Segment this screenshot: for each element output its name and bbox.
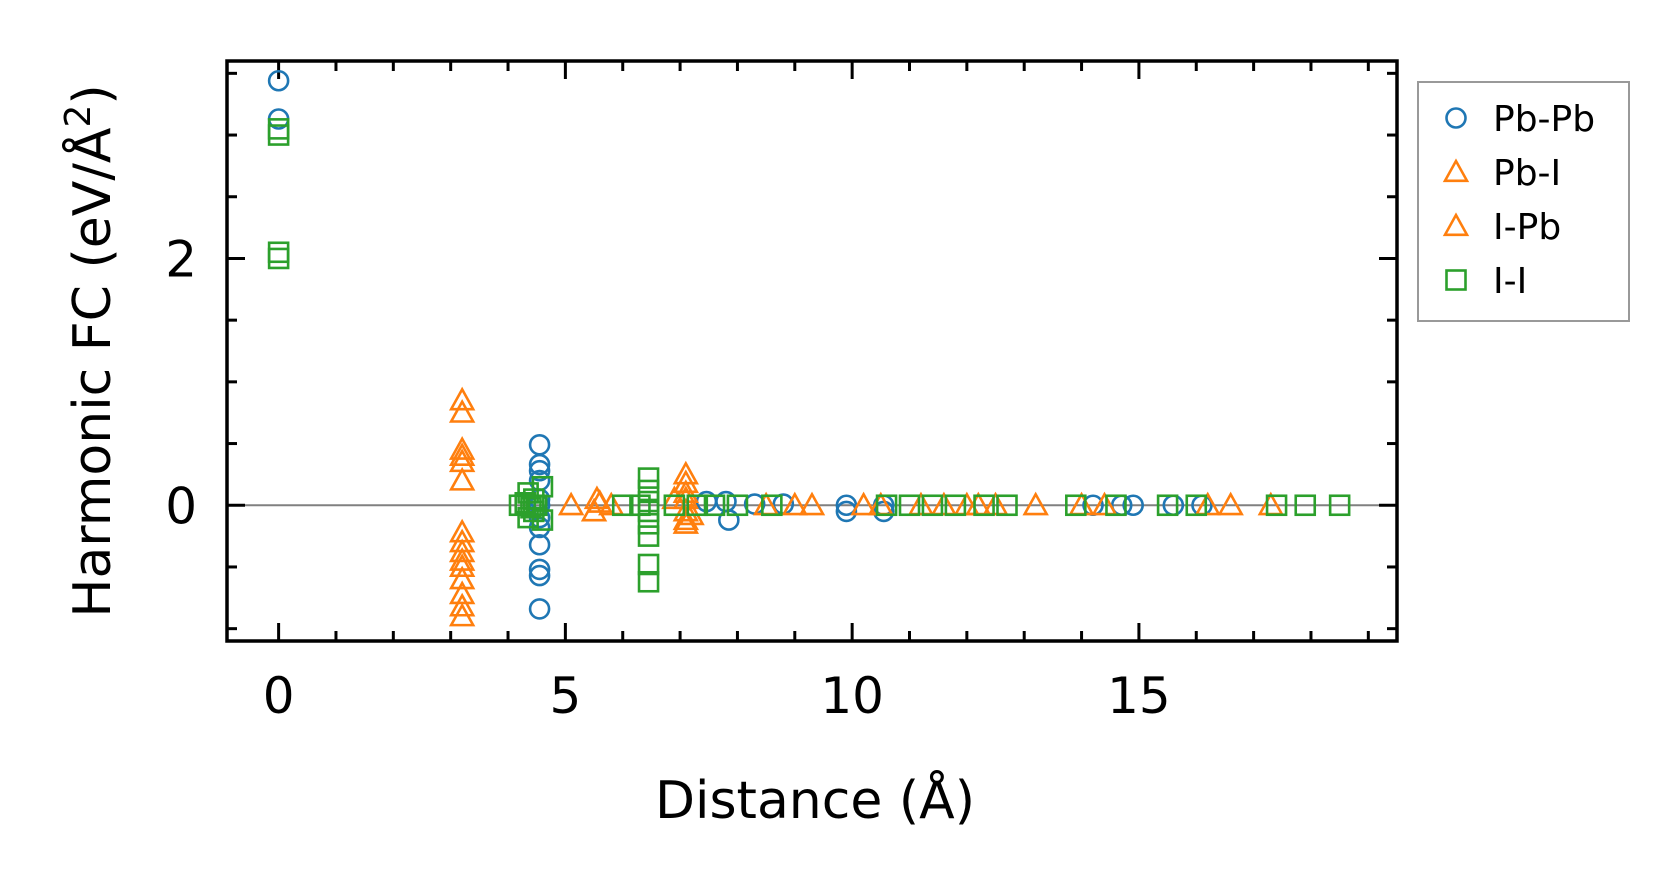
data-point (637, 467, 660, 489)
data-point (944, 494, 967, 517)
data-point (528, 533, 551, 556)
data-point (528, 564, 551, 587)
data-point (1217, 491, 1244, 516)
data-point (798, 491, 826, 516)
data-point (672, 497, 700, 522)
data-point (835, 500, 858, 523)
data-point (1294, 494, 1317, 517)
y-tick-label: 2 (165, 230, 197, 288)
data-point (1105, 494, 1127, 517)
data-point (672, 469, 700, 494)
data-point (930, 491, 958, 516)
y-tick-label: 0 (165, 477, 197, 535)
data-point (267, 241, 290, 264)
data-point (528, 453, 551, 476)
data-point (982, 491, 1009, 516)
data-point (661, 485, 688, 510)
data-point (528, 433, 551, 456)
data-point (672, 506, 700, 531)
data-point (448, 386, 476, 411)
data-point (850, 491, 877, 516)
data-point (996, 494, 1018, 517)
plot-frame (225, 59, 1399, 643)
data-point (663, 494, 686, 517)
data-point (267, 247, 290, 270)
data-point (586, 489, 614, 513)
data-point (598, 491, 625, 516)
data-point (611, 494, 634, 517)
data-point (448, 592, 476, 617)
data-point (637, 512, 660, 535)
legend-entry-label: Pb-Pb (1493, 99, 1595, 140)
data-point (448, 466, 476, 491)
legend: Pb-Pb Pb-I I-Pb I-I (1417, 81, 1630, 322)
data-point (267, 69, 290, 92)
data-point (448, 565, 476, 590)
data-point (1257, 491, 1285, 516)
data-point (448, 538, 476, 563)
legend-marker (1445, 269, 1467, 291)
series-i-i (267, 118, 1351, 593)
data-point (726, 494, 749, 517)
data-point (703, 494, 726, 517)
legend-entry-label: I-I (1493, 261, 1527, 302)
data-point (973, 494, 995, 517)
data-point (907, 491, 935, 516)
data-point (448, 436, 476, 460)
data-point (528, 459, 551, 482)
data-point (835, 494, 858, 517)
data-point (921, 494, 944, 517)
data-point (1122, 494, 1144, 517)
legend-box (1417, 81, 1630, 322)
legend-marker (1442, 158, 1470, 183)
data-point (875, 494, 898, 517)
x-tick-label: 0 (263, 667, 295, 725)
data-point (898, 494, 921, 517)
data-point (637, 525, 660, 547)
data-point (448, 553, 476, 578)
data-point (1185, 494, 1208, 517)
data-point (448, 399, 476, 423)
legend-entry-label: I-Pb (1493, 207, 1561, 248)
x-tick-label: 15 (1107, 667, 1171, 725)
data-point (514, 491, 537, 514)
legend-entry-label: Pb-I (1493, 153, 1561, 194)
data-point (1065, 494, 1087, 517)
data-point (525, 494, 548, 517)
data-point (637, 500, 660, 523)
legend-marker (1445, 107, 1467, 129)
data-point (528, 558, 551, 581)
data-point (520, 496, 542, 519)
data-point (637, 553, 660, 576)
y-axis-label-group: Harmonic FC (eV/Å2) (58, 84, 123, 617)
plot-area: 0 5 10 15 0 2 (165, 59, 1399, 725)
data-point (528, 598, 551, 620)
data-point (531, 509, 554, 531)
data-point (448, 442, 476, 466)
data-point (448, 602, 476, 627)
data-point (637, 479, 660, 502)
series-pb-pb (267, 69, 1213, 620)
data-point (781, 491, 809, 516)
data-point (686, 494, 709, 517)
data-point (1091, 491, 1118, 516)
data-point (1156, 494, 1179, 517)
x-axis-label: Distance (Å) (655, 769, 975, 831)
data-point (267, 124, 290, 146)
data-point (557, 491, 585, 516)
x-tick-label: 10 (820, 667, 884, 725)
x-tick-label: 5 (549, 667, 581, 725)
data-point (1328, 494, 1351, 517)
data-point (1265, 494, 1288, 517)
data-point (637, 570, 660, 593)
data-point (761, 494, 783, 517)
legend-marker (1442, 212, 1470, 237)
data-point (1194, 491, 1221, 516)
data-point (1022, 491, 1049, 516)
y-axis-label: Harmonic FC (eV/Å2) (58, 84, 123, 617)
